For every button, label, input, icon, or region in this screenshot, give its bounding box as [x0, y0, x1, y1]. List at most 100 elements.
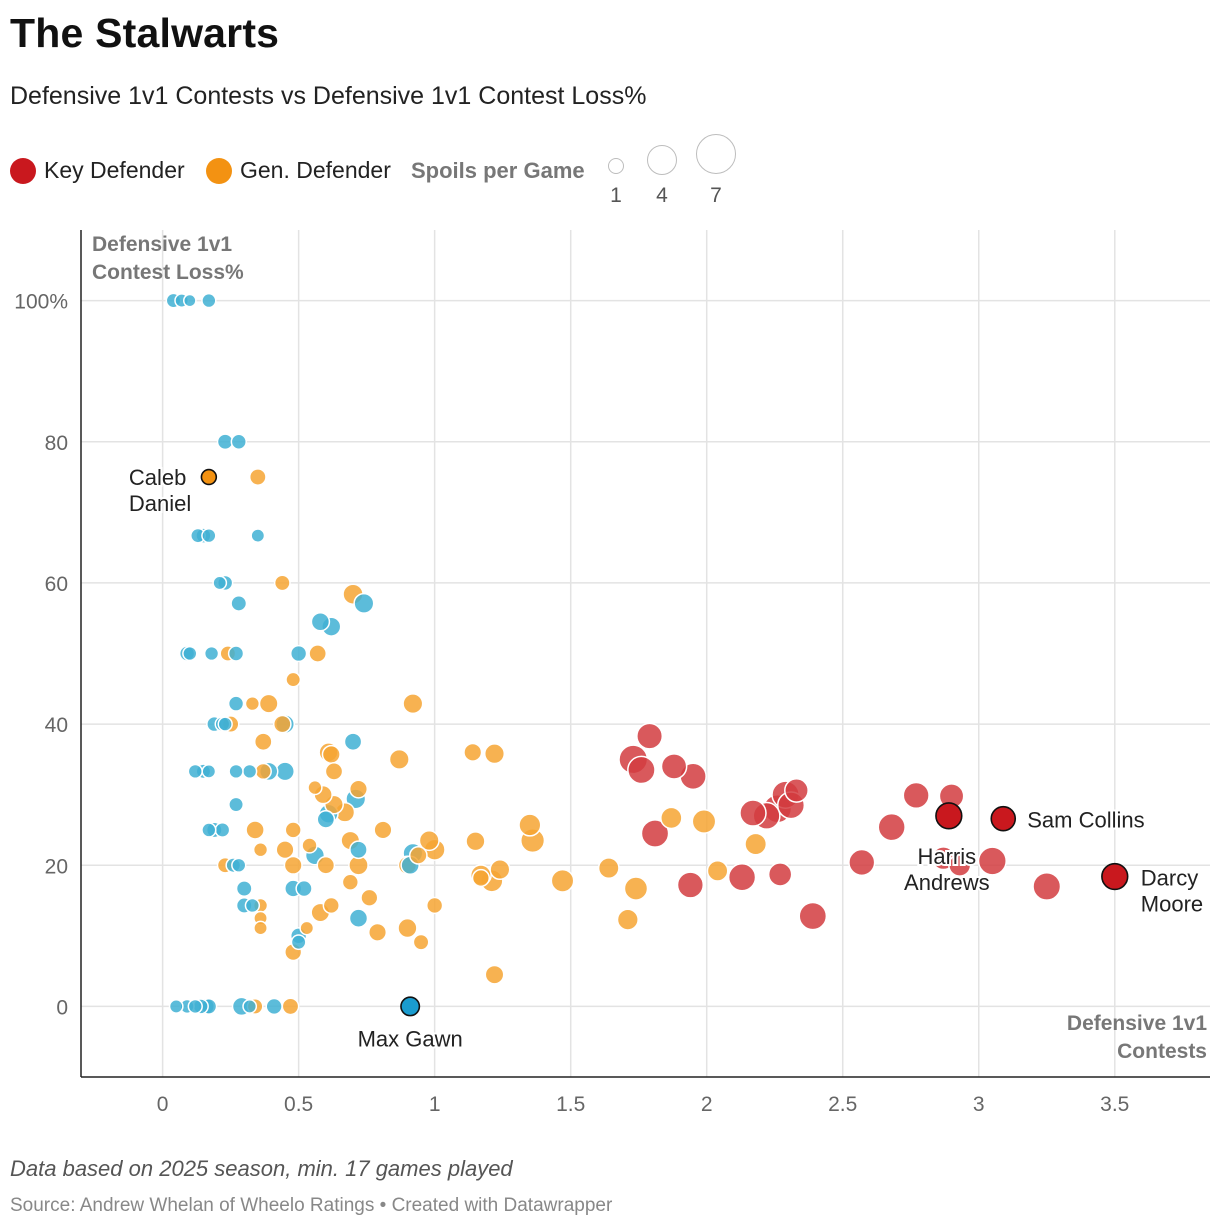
point-gen-defender: [324, 762, 344, 781]
point-ruck: [227, 645, 245, 662]
point-key-defender: [977, 846, 1007, 876]
point-gen-defender: [706, 859, 729, 882]
point-key-defender: [848, 848, 876, 877]
point-gen-defender: [471, 868, 491, 888]
point-key-defender: [902, 781, 930, 810]
point-gen-defender: [597, 857, 620, 879]
legend-label-gen-defender: Gen. Defender: [240, 157, 391, 183]
point-highlight-darcy-moore: [1101, 862, 1129, 891]
point-gen-defender: [316, 855, 336, 875]
point-gen-defender: [518, 813, 542, 837]
point-key-defender: [660, 753, 688, 780]
axis-labels: Defensive 1v1 Contest Loss% Defensive 1v…: [92, 233, 1207, 1063]
point-ruck: [230, 433, 247, 450]
point-key-defender: [739, 799, 767, 827]
y-tick-label: 40: [45, 714, 68, 737]
legend-swatch-key-defender: [10, 157, 36, 184]
legend: Key Defender Gen. Defender Spoils per Ga…: [10, 132, 810, 212]
point-gen-defender: [691, 809, 717, 834]
scatter-plot: 0 0.5 1 1.5 2 2.5 3 3.5 0 20 40 60 80 100% CalebDanie…: [14, 230, 1210, 1116]
point-gen-defender: [484, 964, 505, 985]
point-gen-defender: [252, 842, 269, 858]
y-tick-label: 20: [45, 855, 68, 878]
point-gen-defender: [245, 820, 265, 840]
point-ruck: [244, 897, 261, 914]
point-gen-defender: [412, 933, 430, 951]
legend-size-circle-large: [696, 134, 736, 174]
point-gen-defender: [272, 714, 292, 734]
point-gen-defender: [465, 831, 486, 852]
point-ruck: [235, 880, 253, 897]
point-ruck: [201, 292, 217, 309]
point-key-defender: [636, 722, 664, 750]
point-ruck: [182, 293, 197, 308]
point-gen-defender: [463, 742, 483, 762]
y-axis-title-line2: Contest Loss%: [92, 261, 244, 284]
x-tick-label: 3: [973, 1093, 985, 1116]
legend-size-label-7: 7: [710, 184, 722, 207]
point-gen-defender: [244, 695, 261, 712]
point-gen-defender: [388, 748, 410, 770]
y-axis-title-line1: Defensive 1v1: [92, 233, 232, 256]
x-axis-title-line1: Defensive 1v1: [1067, 1012, 1207, 1035]
point-ruck: [290, 934, 307, 951]
legend-size-circle-small: [608, 158, 624, 174]
point-gen-defender: [744, 832, 768, 856]
point-gen-defender: [258, 693, 279, 714]
point-ruck: [349, 840, 368, 860]
point-gen-defender: [307, 779, 323, 796]
point-ruck: [216, 433, 234, 451]
point-ruck: [230, 594, 248, 612]
point-gen-defender: [253, 732, 273, 752]
point-ruck: [203, 645, 220, 662]
point-ruck: [228, 763, 244, 780]
point-key-defender: [640, 819, 670, 848]
point-ruck: [231, 857, 247, 873]
point-key-defender: [948, 853, 972, 877]
point-gen-defender: [248, 468, 267, 486]
legend-item-gen-defender: Gen. Defender: [206, 157, 391, 184]
point-gen-defender: [253, 920, 268, 936]
data-points: [165, 292, 1062, 1017]
annotation-max-gawn-line1: Max Gawn: [358, 1026, 463, 1051]
point-gen-defender: [285, 671, 302, 688]
annotation-darcy-moore-line1: Darcy: [1141, 866, 1198, 891]
point-key-defender: [877, 812, 906, 842]
point-ruck: [310, 611, 331, 632]
point-gen-defender: [321, 744, 341, 764]
axes: 0 0.5 1 1.5 2 2.5 3 3.5 0 20 40 60 80 100%: [14, 230, 1210, 1116]
point-gen-defender: [254, 762, 272, 781]
point-ruck: [353, 592, 375, 614]
x-tick-label: 0: [157, 1093, 169, 1116]
point-ruck: [187, 763, 203, 780]
point-ruck: [217, 716, 233, 732]
point-gen-defender: [360, 888, 379, 907]
point-ruck: [212, 575, 228, 591]
point-gen-defender: [367, 922, 388, 942]
point-gen-defender: [408, 846, 428, 865]
point-highlight-harris-andrews: [935, 802, 963, 830]
x-tick-label: 1: [429, 1093, 441, 1116]
y-tick-label: 0: [56, 996, 68, 1019]
point-gen-defender: [322, 896, 340, 915]
point-gen-defender: [397, 917, 418, 939]
point-ruck: [214, 822, 231, 838]
x-tick-label: 2: [701, 1093, 713, 1116]
y-tick-label: 80: [45, 432, 68, 455]
point-ruck: [316, 810, 336, 829]
y-tick-label: 100%: [14, 291, 68, 314]
point-gen-defender: [273, 574, 291, 592]
point-key-defender: [767, 862, 793, 887]
point-gen-defender: [402, 693, 424, 715]
legend-size-label-1: 1: [610, 184, 622, 207]
x-tick-label: 1.5: [556, 1093, 585, 1116]
chart-title: The Stalwarts: [10, 10, 280, 56]
legend-item-key-defender: Key Defender: [10, 157, 185, 184]
point-gen-defender: [341, 873, 359, 891]
point-highlight-max-gawn: [400, 996, 421, 1017]
legend-size-title: Spoils per Game: [411, 158, 585, 183]
point-highlight-sam-collins: [990, 805, 1017, 832]
point-gen-defender: [660, 806, 683, 830]
point-gen-defender: [348, 779, 369, 799]
